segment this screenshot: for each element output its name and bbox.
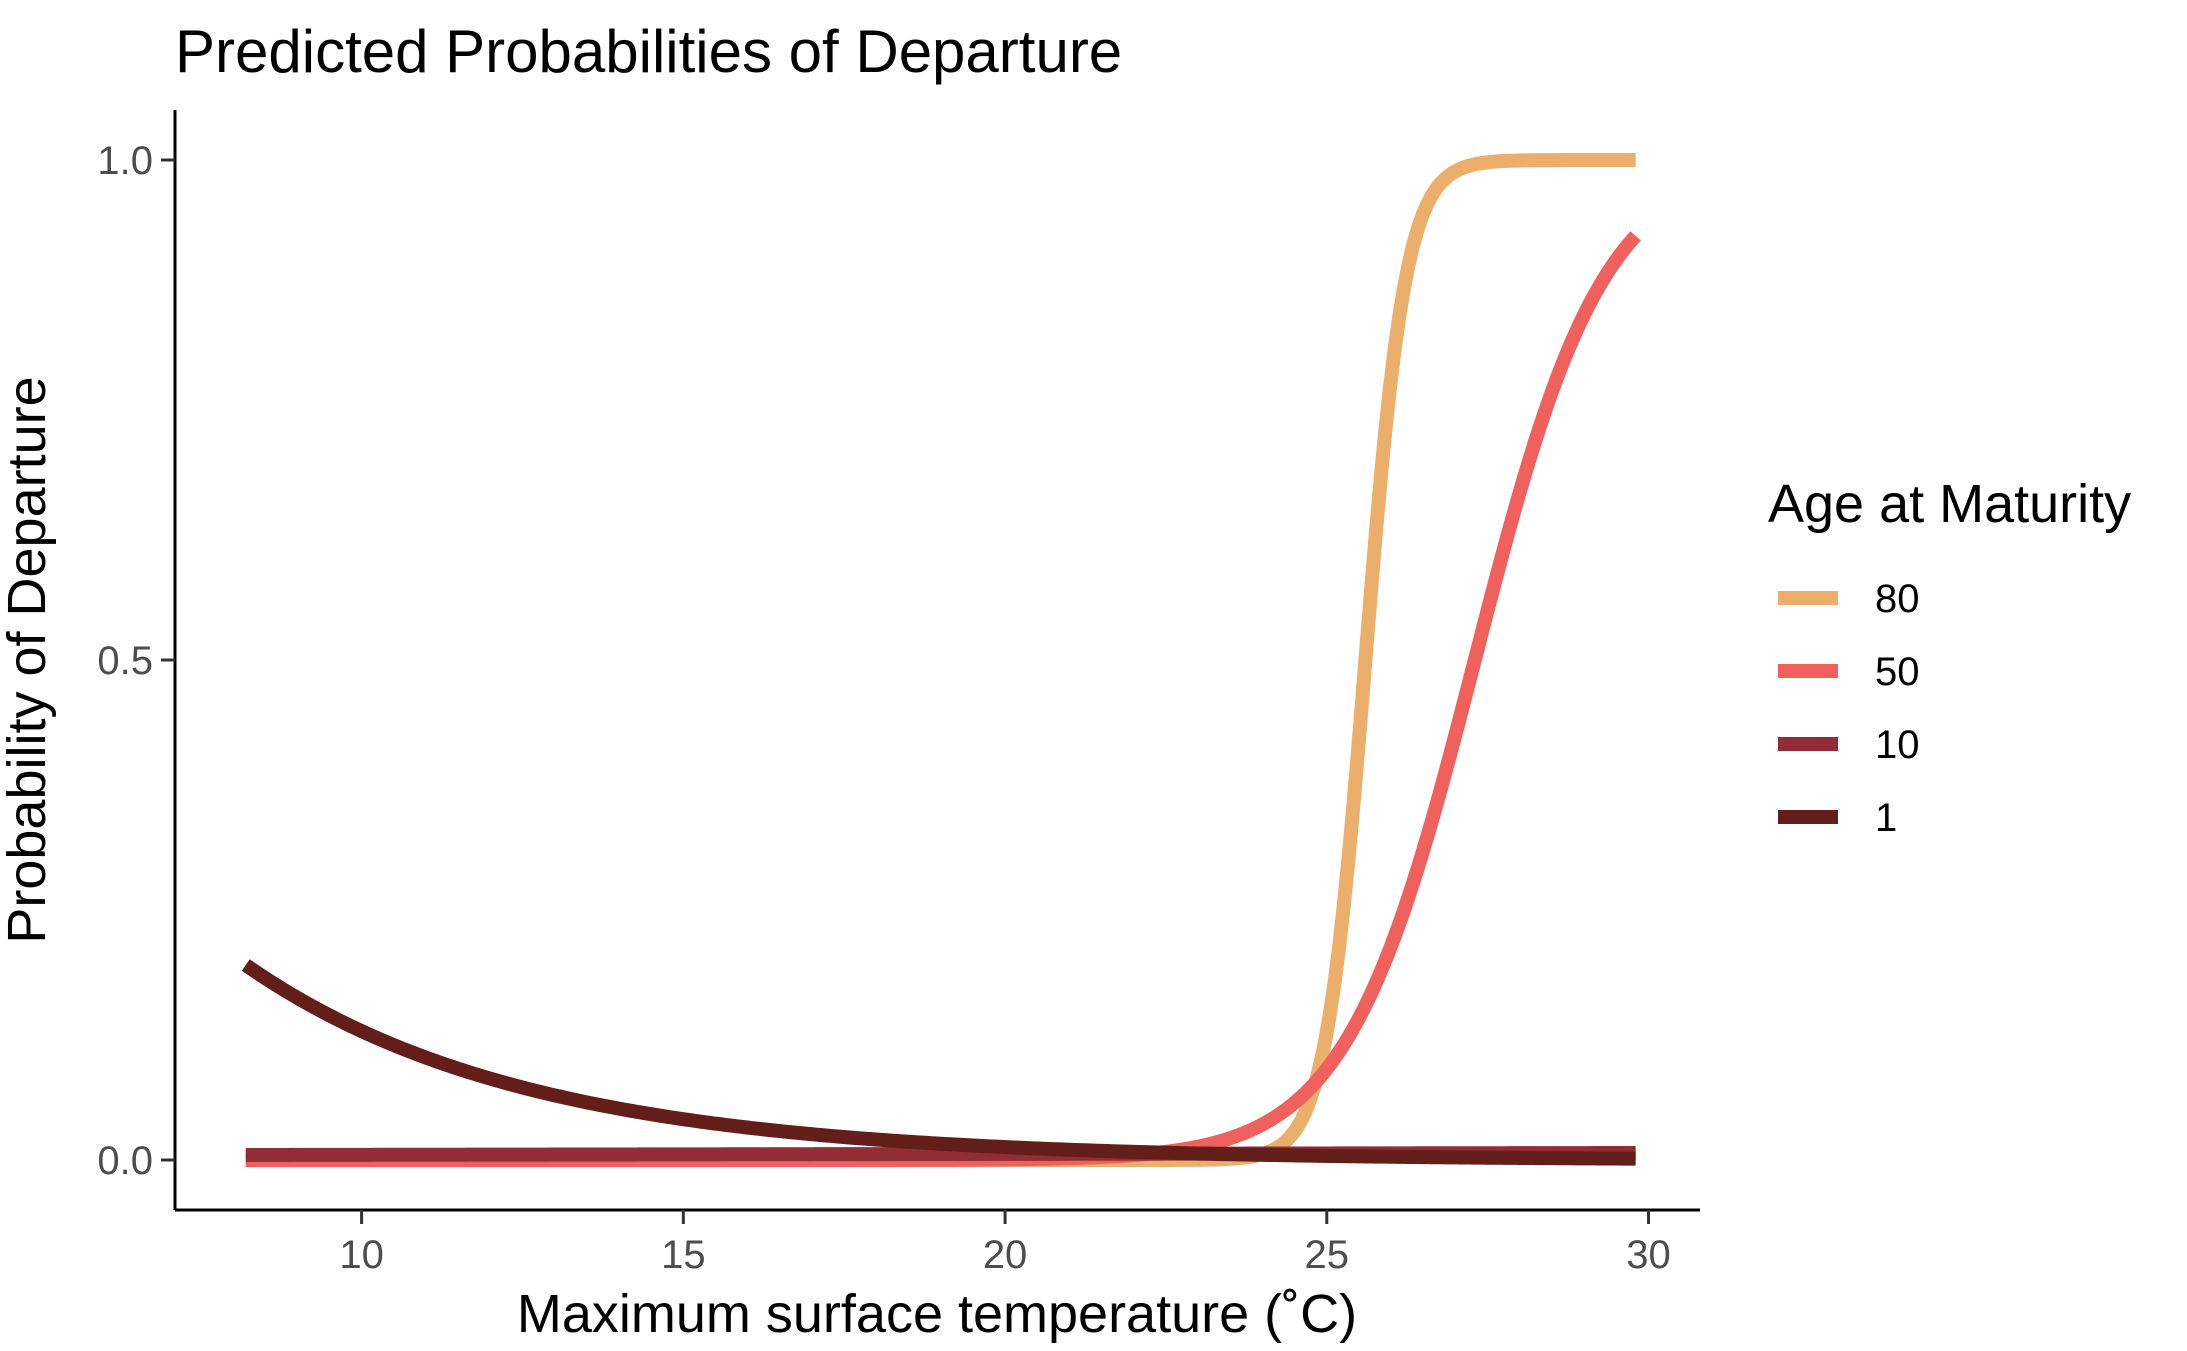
legend-label-10: 10 (1875, 723, 1920, 767)
x-axis-ticks: 10 15 20 25 30 (339, 1210, 1671, 1277)
x-axis-title: Maximum surface temperature (˚C) (517, 1284, 1357, 1344)
legend: Age at Maturity 80 50 10 1 (1768, 474, 2131, 840)
x-tick-label: 20 (983, 1233, 1028, 1277)
y-axis-ticks: 0.0 0.5 1.0 (97, 139, 175, 1183)
plot-area (241, 153, 1641, 1167)
x-tick-label: 15 (661, 1233, 706, 1277)
x-tick-label: 30 (1626, 1233, 1671, 1277)
legend-label-50: 50 (1875, 650, 1920, 694)
y-tick-label: 1.0 (97, 139, 153, 183)
y-tick-label: 0.5 (97, 639, 153, 683)
y-axis-title: Probability of Departure (0, 376, 57, 943)
series-line-1 (241, 959, 1639, 1166)
x-tick-label: 10 (339, 1233, 384, 1277)
legend-label-80: 80 (1875, 577, 1920, 621)
legend-title: Age at Maturity (1768, 474, 2131, 534)
chart-title: Predicted Probabilities of Departure (175, 18, 1122, 85)
series-line-50 (243, 231, 1641, 1167)
legend-label-1: 1 (1875, 796, 1897, 840)
x-tick-label: 25 (1305, 1233, 1350, 1277)
series-line-80 (243, 153, 1639, 1167)
y-tick-label: 0.0 (97, 1139, 153, 1183)
